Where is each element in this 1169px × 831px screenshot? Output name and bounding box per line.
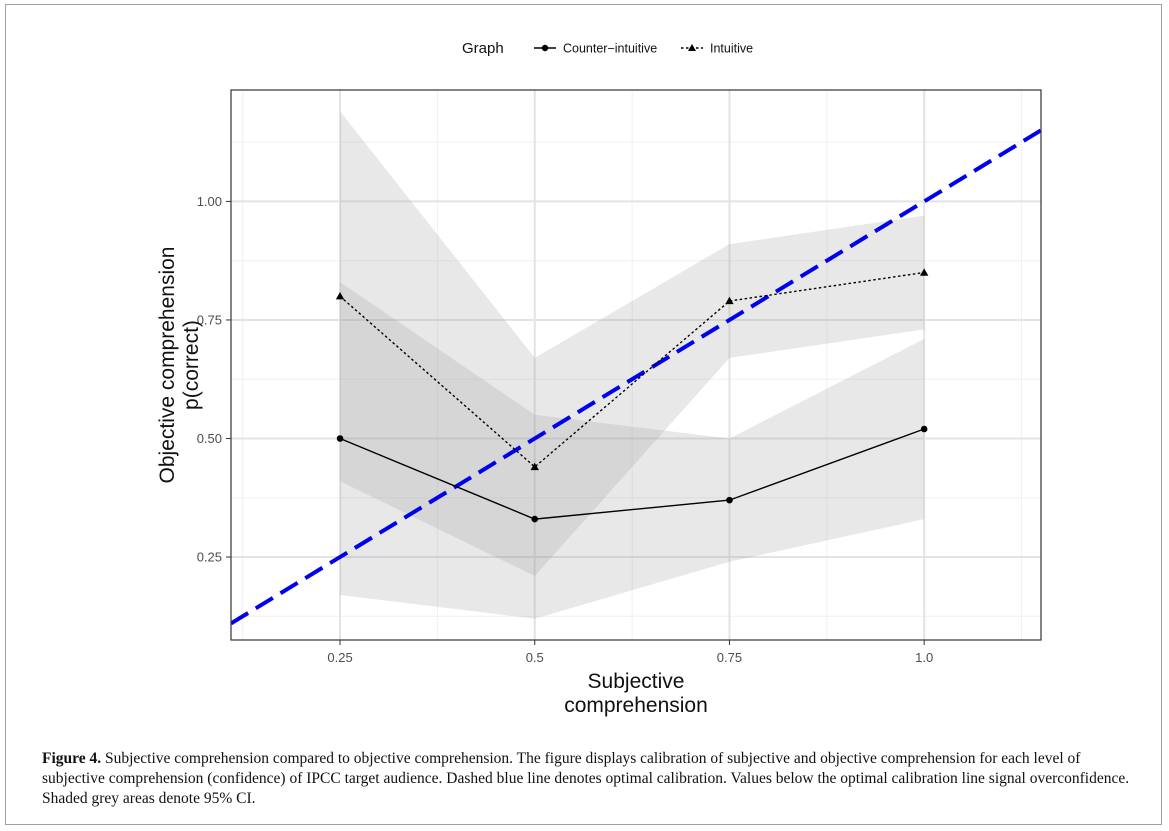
- point-counter-intuitive: [336, 435, 344, 442]
- series-line-counter-intuitive: [339, 428, 925, 520]
- point-intuitive: [725, 296, 734, 305]
- y-tick-label: 0.25: [197, 550, 222, 565]
- caption-label: Figure 4.: [42, 750, 102, 767]
- legend-key-marker-intuitive: [688, 44, 696, 51]
- y-axis-title: Objective comprehension: [156, 247, 179, 484]
- legend-title: Graph: [462, 40, 504, 57]
- reference-line-group: [231, 128, 1041, 626]
- legend-label-intuitive: Intuitive: [710, 42, 753, 56]
- series-line-intuitive: [339, 271, 925, 468]
- ci-ribbons: [340, 111, 925, 619]
- series-lines: [335, 268, 929, 523]
- x-axis-title: Subjective: [588, 670, 685, 693]
- x-tick-label: 0.75: [717, 650, 742, 665]
- panel-border: [230, 89, 1042, 641]
- y-axis-title: p(correct): [180, 320, 203, 410]
- x-tick-label: 0.25: [327, 650, 352, 665]
- y-tick-label: 0.50: [197, 431, 222, 446]
- figure-frame: 0.25 0.5 0.75 1.0 0.25 0.50 0.75 1.00 Subjective…: [5, 4, 1162, 825]
- y-tick-label: 1.00: [197, 194, 222, 209]
- ci-ribbon-counter-intuitive: [340, 282, 925, 619]
- point-counter-intuitive: [920, 425, 928, 433]
- y-tick-label: 0.75: [197, 312, 222, 327]
- x-tick-label: 1.0: [915, 650, 933, 665]
- figure-caption: Figure 4. Subjective comprehension compa…: [42, 749, 1142, 809]
- caption-text: Subjective comprehension compared to obj…: [42, 750, 1130, 807]
- grid: [231, 90, 1041, 640]
- point-intuitive: [530, 462, 539, 471]
- x-axis-title: comprehension: [564, 694, 708, 717]
- point-counter-intuitive: [726, 496, 733, 504]
- plot-panel: [231, 90, 1041, 640]
- x-tick-label: 0.5: [526, 650, 544, 665]
- point-counter-intuitive: [531, 515, 539, 523]
- legend-key-marker-counter-intuitive: [541, 44, 549, 52]
- legend-label-counter-intuitive: Counter−intuitive: [563, 42, 657, 56]
- optimal-calibration-line: [231, 128, 1041, 626]
- point-intuitive: [335, 292, 345, 300]
- ci-ribbon-intuitive: [340, 111, 925, 577]
- legend: Graph Counter−intuitive Intuitive: [462, 40, 753, 57]
- chart: 0.25 0.5 0.75 1.0 0.25 0.50 0.75 1.00 Subjective…: [156, 40, 1042, 717]
- point-intuitive: [919, 268, 929, 276]
